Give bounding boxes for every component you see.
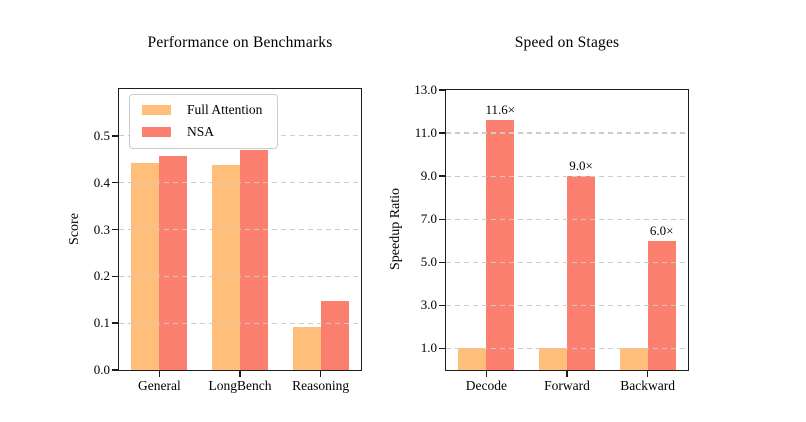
y-gridline [119,229,361,230]
bar-nsa-decode [486,120,514,370]
y-tick-mark [112,369,117,370]
y-tick-label: 0.2 [68,267,110,285]
y-gridline [119,182,361,183]
y-tick-label: 0.4 [68,174,110,192]
bar-nsa-forward [567,176,595,370]
bar-nsa-reasoning [321,301,349,370]
y-gridline [446,132,688,133]
right-plot-area: DecodeForwardBackward1.03.05.07.09.011.0… [445,89,689,371]
y-tick-mark [439,132,444,133]
y-tick-mark [439,305,444,306]
y-tick-mark [112,182,117,183]
legend-swatch-nsa [142,127,171,137]
x-tick-mark [486,371,487,376]
legend-item-nsa: NSA [136,121,271,143]
y-tick-label: 11.0 [395,124,437,142]
legend-label-nsa: NSA [187,124,214,140]
y-gridline [446,219,688,220]
bar-full-attention-longbench [212,165,240,370]
bar-full-attention-general [131,163,159,370]
bar-nsa-longbench [240,150,268,370]
y-tick-label: 13.0 [395,81,437,99]
y-tick-label: 0.1 [68,314,110,332]
y-tick-label: 7.0 [395,210,437,228]
y-tick-mark [112,276,117,277]
y-tick-label: 9.0 [395,167,437,185]
y-tick-mark [112,229,117,230]
bar-full-attention-reasoning [293,327,321,370]
x-tick-label: Backward [588,378,708,394]
y-tick-label: 0.0 [68,361,110,379]
x-tick-mark [566,371,567,376]
legend-item-full-attention: Full Attention [136,99,271,121]
y-tick-label: 3.0 [395,296,437,314]
y-gridline [446,176,688,177]
y-tick-mark [112,322,117,323]
y-tick-mark [112,135,117,136]
bar-chart-figure: Performance on Benchmarks Speed on Stage… [0,0,806,422]
y-gridline [119,276,361,277]
y-gridline [446,348,688,349]
x-tick-mark [239,371,240,376]
x-tick-mark [647,371,648,376]
y-tick-mark [439,89,444,90]
bar-full-attention-backward [620,348,648,370]
y-gridline [446,262,688,263]
legend-label-full-attention: Full Attention [187,102,262,118]
y-tick-label: 1.0 [395,339,437,357]
y-tick-label: 0.3 [68,221,110,239]
y-tick-mark [439,262,444,263]
x-tick-mark [159,371,160,376]
bar-full-attention-forward [539,348,567,370]
left-plot-area: Full Attention NSA GeneralLongBenchReaso… [118,88,362,371]
right-chart-title: Speed on Stages [445,34,689,52]
y-gridline [446,305,688,306]
y-gridline [119,323,361,324]
bar-annotation: 11.6× [458,102,542,118]
y-tick-mark [439,348,444,349]
y-tick-mark [439,219,444,220]
legend: Full Attention NSA [129,94,278,149]
x-tick-label: Reasoning [261,378,381,394]
y-tick-mark [439,175,444,176]
y-tick-label: 0.5 [68,127,110,145]
y-tick-label: 5.0 [395,253,437,271]
bar-annotation: 9.0× [539,158,623,174]
x-tick-mark [320,371,321,376]
left-chart-title: Performance on Benchmarks [118,34,362,52]
bar-full-attention-decode [458,348,486,370]
bar-annotation: 6.0× [620,223,704,239]
bar-nsa-general [159,156,187,370]
legend-swatch-full-attention [142,105,171,115]
